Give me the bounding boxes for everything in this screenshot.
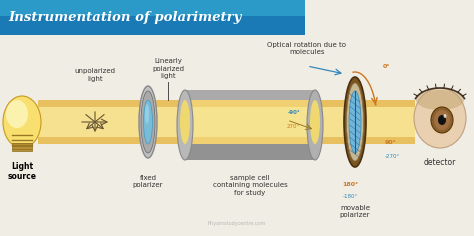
Ellipse shape [310, 100, 320, 144]
Text: Linearly
polarized
light: Linearly polarized light [152, 58, 184, 79]
Text: detector: detector [424, 158, 456, 167]
Ellipse shape [3, 96, 41, 148]
Ellipse shape [344, 77, 366, 167]
Ellipse shape [139, 86, 157, 158]
Text: 90°: 90° [385, 139, 397, 144]
Text: -270°: -270° [385, 155, 400, 160]
Bar [38, 107, 415, 137]
Ellipse shape [438, 115, 446, 125]
Text: 0°: 0° [383, 63, 391, 68]
Text: -180°: -180° [342, 194, 357, 199]
Ellipse shape [416, 90, 464, 110]
Ellipse shape [444, 114, 447, 118]
Text: unpolarized
light: unpolarized light [74, 68, 116, 82]
Text: Instrumentation of polarimetry: Instrumentation of polarimetry [8, 12, 241, 25]
Bar [38, 100, 415, 144]
Bar [185, 108, 315, 132]
Ellipse shape [349, 91, 361, 153]
Ellipse shape [6, 100, 28, 128]
Text: movable
polarizer: movable polarizer [340, 205, 370, 219]
Bar [185, 139, 315, 160]
Ellipse shape [144, 100, 153, 144]
Bar [185, 107, 315, 137]
Ellipse shape [145, 104, 149, 124]
Bar [0, 0, 305, 16]
Text: -90°: -90° [287, 110, 300, 114]
Ellipse shape [346, 83, 364, 161]
Bar [12, 143, 32, 151]
Text: Optical rotation due to
molecules: Optical rotation due to molecules [267, 42, 346, 55]
Ellipse shape [431, 107, 453, 133]
Text: Light
source: Light source [8, 162, 36, 181]
Text: 180°: 180° [342, 182, 358, 187]
Text: fixed
polarizer: fixed polarizer [133, 175, 163, 189]
Ellipse shape [414, 88, 466, 148]
Ellipse shape [180, 100, 190, 144]
Ellipse shape [434, 110, 450, 130]
Bar [185, 100, 315, 144]
Bar [185, 90, 315, 160]
Bar [0, 0, 305, 35]
Ellipse shape [177, 90, 193, 160]
Ellipse shape [307, 90, 323, 160]
Text: Priyamstudycentre.com: Priyamstudycentre.com [208, 221, 266, 226]
Text: sample cell
containing molecules
for study: sample cell containing molecules for stu… [213, 175, 287, 196]
Text: 270°: 270° [287, 125, 300, 130]
Ellipse shape [141, 91, 155, 153]
